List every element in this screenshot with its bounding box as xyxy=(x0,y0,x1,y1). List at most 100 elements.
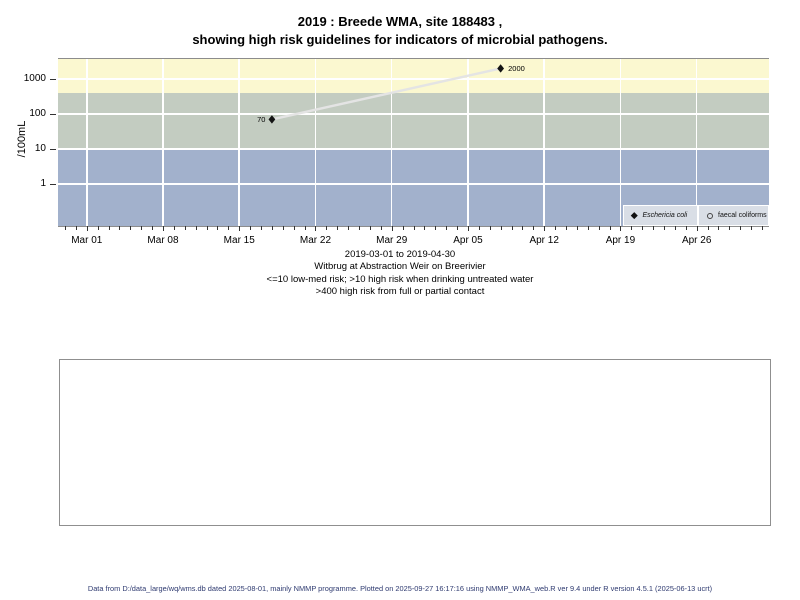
x-minor-tick xyxy=(359,226,361,230)
caption-date-range: 2019-03-01 to 2019-04-30 xyxy=(344,249,456,260)
x-tick-label: Mar 22 xyxy=(299,235,332,246)
x-minor-tick xyxy=(293,226,295,230)
x-minor-tick xyxy=(751,226,753,230)
y-tick-label: 100 xyxy=(29,108,46,119)
x-minor-tick xyxy=(326,226,328,230)
x-minor-tick xyxy=(489,226,491,230)
x-minor-tick xyxy=(511,226,513,230)
v-gridline xyxy=(238,59,240,226)
legend-item: faecal coliforms xyxy=(698,205,769,226)
x-minor-tick xyxy=(64,226,66,230)
footer-note: Data from D:/data_large/wq/wms.db dated … xyxy=(87,584,713,593)
caption-site-name: Witbrug at Abstraction Weir on Breerivie… xyxy=(314,261,486,273)
data-layer: 70 2000 xyxy=(257,64,525,124)
x-tick-label: Mar 01 xyxy=(71,235,103,246)
x-minor-tick xyxy=(152,226,154,230)
x-minor-tick xyxy=(402,226,404,230)
x-major-tick xyxy=(315,226,317,231)
x-minor-tick xyxy=(217,226,219,230)
x-minor-tick xyxy=(337,226,339,230)
v-gridline xyxy=(619,59,622,226)
y-tick-label: 1 xyxy=(40,178,46,189)
x-minor-tick xyxy=(435,226,437,230)
x-minor-tick xyxy=(718,226,720,230)
y-tick xyxy=(50,113,56,115)
x-major-tick xyxy=(696,226,698,231)
h-gridline xyxy=(58,78,769,80)
x-major-tick xyxy=(162,226,164,231)
x-minor-tick xyxy=(184,226,186,230)
x-major-tick xyxy=(391,226,393,231)
x-minor-tick xyxy=(674,226,676,230)
legend-label: faecal coliforms xyxy=(718,212,767,219)
data-point-label: 2000 xyxy=(508,64,525,73)
x-minor-tick xyxy=(446,226,448,230)
x-minor-tick xyxy=(685,226,687,230)
x-minor-tick xyxy=(598,226,600,230)
v-gridline xyxy=(314,59,317,226)
data-point-diamond xyxy=(497,64,505,73)
x-tick-label: Apr 19 xyxy=(605,235,636,246)
x-tick-label: Apr 05 xyxy=(453,235,483,246)
y-tick xyxy=(50,183,56,185)
x-minor-tick xyxy=(261,226,263,230)
x-minor-tick xyxy=(762,226,764,230)
legend-filled-diamond-icon xyxy=(631,212,638,219)
x-minor-tick xyxy=(282,226,284,230)
caption-risk-drinking: <=10 low-med risk; >10 high risk when dr… xyxy=(266,273,534,285)
x-minor-tick xyxy=(707,226,709,230)
v-gridline xyxy=(695,59,698,226)
h-gridline xyxy=(58,113,769,115)
y-tick xyxy=(50,148,56,150)
legend-open-circle-icon xyxy=(707,212,713,219)
x-minor-tick xyxy=(729,226,731,230)
y-tick-label: 10 xyxy=(34,143,46,154)
h-gridline xyxy=(58,183,769,185)
x-minor-tick xyxy=(424,226,426,230)
risk-band-1 xyxy=(58,92,769,149)
legend: Eschericia coli faecal coliforms xyxy=(623,205,769,226)
x-minor-tick xyxy=(664,226,665,230)
x-minor-tick xyxy=(642,226,644,230)
data-point-label: 70 xyxy=(257,115,265,124)
x-major-tick xyxy=(620,226,622,231)
x-minor-tick xyxy=(250,226,252,230)
chart-title-line1: 2019 : Breede WMA, site 188483 , xyxy=(297,14,503,29)
y-tick xyxy=(50,78,56,80)
x-minor-tick xyxy=(348,226,350,230)
plot-area: 1 10 100 1000 Mar 01 Mar 08 Mar 15 Mar 22 Mar 29… xyxy=(24,58,769,246)
chart-title-line2: showing high risk guidelines for indicat… xyxy=(192,32,608,47)
v-gridline xyxy=(390,59,393,226)
chart-title: 2019 : Breede WMA, site 188483 , showing… xyxy=(0,13,800,49)
x-major-tick xyxy=(467,226,469,231)
x-minor-tick xyxy=(576,226,578,230)
v-gridline xyxy=(467,59,469,226)
legend-item: Eschericia coli xyxy=(623,205,698,226)
x-minor-tick xyxy=(609,226,611,230)
x-tick-label: Mar 15 xyxy=(223,235,255,246)
x-minor-tick xyxy=(533,226,535,230)
x-minor-tick xyxy=(119,226,121,230)
x-minor-tick xyxy=(369,226,371,230)
x-minor-tick xyxy=(380,226,382,230)
x-minor-tick xyxy=(75,226,77,230)
legend-label: Eschericia coli xyxy=(642,212,688,219)
x-minor-tick xyxy=(522,226,524,230)
empty-panel xyxy=(59,359,771,526)
x-minor-tick xyxy=(141,226,143,230)
x-minor-tick xyxy=(653,226,655,230)
x-minor-tick xyxy=(206,226,208,230)
x-major-tick xyxy=(544,226,546,231)
x-minor-tick xyxy=(130,226,132,230)
x-major-tick xyxy=(239,226,241,231)
h-gridline xyxy=(58,148,769,150)
x-tick-label: Mar 29 xyxy=(376,235,408,246)
x-tick-label: Apr 12 xyxy=(529,235,559,246)
x-minor-tick xyxy=(457,226,459,230)
x-minor-tick xyxy=(565,226,567,230)
x-minor-tick xyxy=(97,226,99,230)
x-minor-tick xyxy=(271,226,273,230)
x-minor-tick xyxy=(478,226,480,230)
v-gridline xyxy=(543,59,545,226)
